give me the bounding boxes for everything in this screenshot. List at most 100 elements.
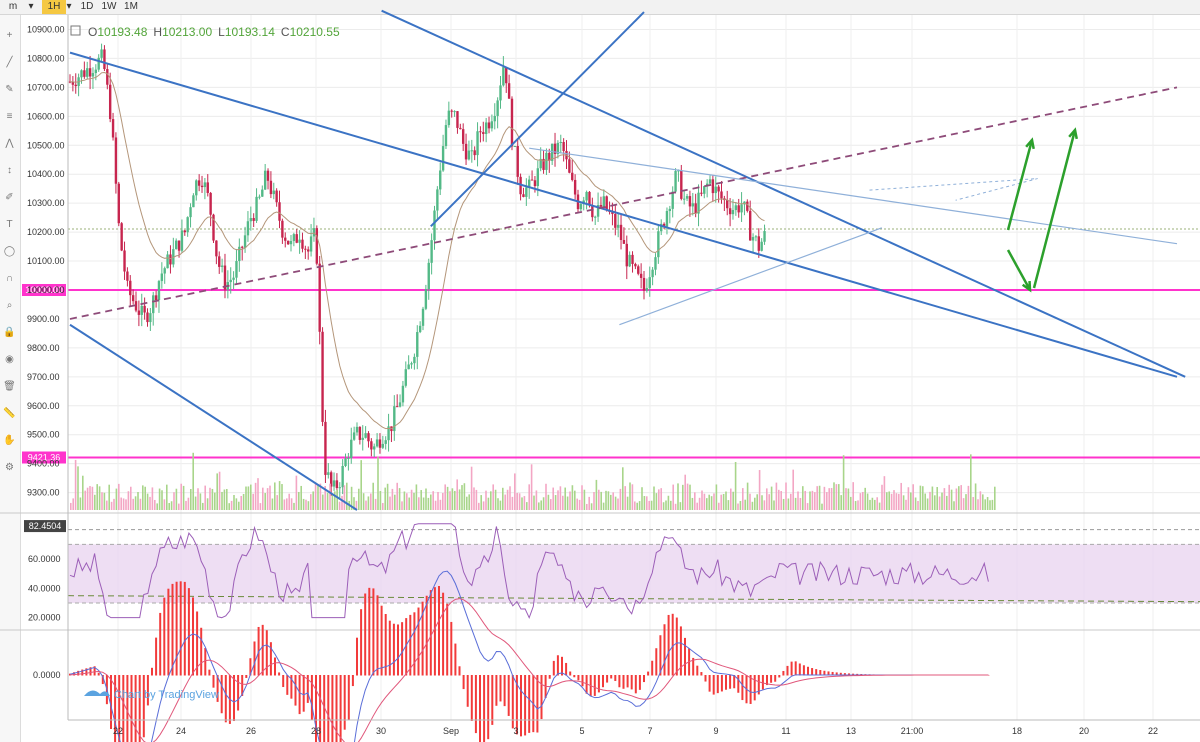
volume-bar [622,467,624,510]
volume-bar [271,498,274,510]
volume-bar [595,479,598,510]
volume-bar [372,482,374,510]
candle-body [616,224,620,228]
timeframe-m[interactable]: m [8,1,18,12]
candle-body [439,170,442,190]
volume-bar [614,496,617,510]
volume-bar [139,498,142,510]
shapes-icon[interactable]: ◯ [3,246,16,257]
candle-body [668,208,672,212]
macd-histogram-bar [192,597,194,676]
volume-bar [74,459,77,510]
volume-bar [221,491,223,510]
volume-bar [432,491,434,510]
macd-histogram-bar [597,675,600,693]
volume-bar [953,501,955,510]
volume-bar [600,491,602,510]
macd-histogram-bar [294,675,297,706]
volume-bar [854,501,857,510]
volume-bar [305,499,307,510]
macd-histogram-bar [286,675,289,695]
brush-icon[interactable]: ✐ [5,192,14,203]
macd-histogram-bar [73,672,76,676]
zoom-icon[interactable]: ⌕ [6,300,13,311]
volume-bar [787,498,790,510]
candle-body [657,231,660,258]
lock-icon[interactable]: 🔒 [3,327,16,338]
volume-bar [727,500,730,510]
candle-body [74,84,77,87]
volume-bar [931,486,934,510]
candle-body [416,332,419,357]
volume-bar [413,492,415,510]
volume-bar [842,455,845,510]
volume-bar [154,499,156,510]
macd-histogram-bar [520,675,522,737]
volume-bar [312,491,314,510]
candle-body [430,240,433,263]
candle-body [473,150,476,156]
timeframe-1h[interactable]: 1H [42,0,66,14]
macd-histogram-bar [204,647,207,676]
volume-bar [218,471,221,510]
low-value: 10193.14 [225,25,275,39]
candle-body [596,204,600,217]
trendline-icon[interactable]: ╱ [6,57,13,68]
ruler-icon[interactable]: 📏 [3,408,16,419]
volume-bar [926,498,929,510]
volume-bar [365,500,367,510]
candle-body [272,190,275,195]
candle-body [295,234,298,243]
measure-icon[interactable]: ↕ [7,165,12,176]
volume-bar [876,497,878,510]
settings-icon[interactable]: ⚙ [5,462,14,473]
volume-bar [355,500,358,510]
macd-histogram-bar [729,675,732,689]
candle-body [413,356,416,364]
volume-bar [173,492,175,510]
macd-histogram-bar [364,593,367,676]
eye-icon[interactable]: ◉ [5,354,14,365]
volume-bar [449,491,451,510]
trash-icon[interactable]: 🗑 [3,381,16,392]
text-icon[interactable]: T [6,219,13,230]
candle-body [697,192,700,214]
pencil-icon[interactable]: ✎ [5,84,14,95]
macd-histogram-bar [782,670,785,676]
pattern-icon[interactable]: ⋀ [5,138,14,149]
macd-histogram-bar [347,675,350,721]
volume-bar [811,490,814,510]
tradingview-watermark[interactable]: Chart by TradingView [84,689,219,701]
chevron-down-icon[interactable]: ▾ [28,1,34,12]
volume-bar [163,499,166,510]
volume-bar [696,502,698,510]
magnet-icon[interactable]: ∩ [5,273,14,284]
volume-bar [605,490,607,510]
candle-body [108,84,112,120]
fibonacci-icon[interactable]: ≡ [6,111,13,122]
volume-bar [775,482,778,510]
price-tick-label: 9400.00 [27,459,60,469]
crosshair-icon[interactable]: + [6,30,13,41]
macd-histogram-bar [483,675,486,742]
timeframe-1w[interactable]: 1W [101,1,117,12]
volume-bar [674,503,677,510]
timeframe-1d[interactable]: 1D [80,1,94,12]
timeframe-1m[interactable]: 1M [124,1,138,12]
volume-bar [82,475,84,510]
candle-body [447,110,451,126]
volume-bar [907,487,910,510]
volume-bar [710,496,713,510]
add-indicator-icon[interactable] [70,25,81,36]
candle-body [628,254,631,267]
candle-body [344,458,347,466]
volume-bar [694,492,696,510]
chevron-down-icon[interactable]: ▾ [66,1,72,12]
candle-body [241,246,244,248]
volume-bar [533,495,535,510]
time-tick-label: 26 [246,726,256,736]
time-tick-label: 24 [176,726,186,736]
hand-icon[interactable]: ✋ [3,435,16,446]
volume-bar [110,501,113,510]
